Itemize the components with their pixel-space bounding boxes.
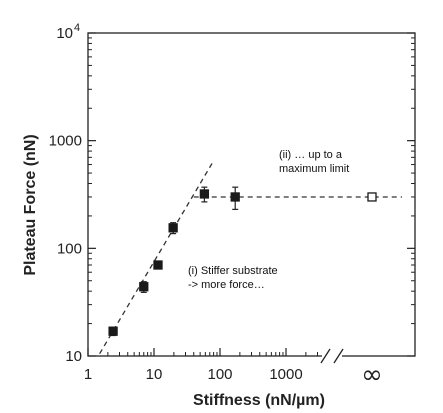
data-point xyxy=(199,189,210,199)
axis-break-slash xyxy=(320,348,331,364)
data-point xyxy=(153,260,163,270)
annotation-text: maximum limit xyxy=(279,163,349,175)
fit-line xyxy=(99,160,215,355)
data-point-open xyxy=(367,192,377,202)
data-point xyxy=(139,282,149,292)
plot-frame xyxy=(87,32,416,357)
x-tick-label-infinity: ∞ xyxy=(361,360,383,390)
annotation-text: (i) Stiffer substrate xyxy=(188,265,278,277)
axis-break-slash xyxy=(333,348,344,364)
x-tick-label: 1000 xyxy=(269,366,302,383)
x-axis-title: Stiffness (nN/µm) xyxy=(193,392,325,409)
y-tick-label: 10 xyxy=(65,348,82,365)
y-tick-label: 10 xyxy=(56,25,73,42)
annotation-text: (ii) … up to a xyxy=(279,149,343,161)
annotation-box xyxy=(183,260,297,298)
data-point xyxy=(230,192,240,202)
annotation-text: -> more force… xyxy=(188,279,265,291)
y-axis-title: Plateau Force (nN) xyxy=(22,134,39,275)
y-tick-label: 1000 xyxy=(49,133,82,150)
y-tick-label-exponent: 4 xyxy=(74,22,80,34)
x-tick-label: 1 xyxy=(84,366,92,383)
x-tick-label: 100 xyxy=(207,366,232,383)
y-tick-label: 100 xyxy=(57,240,82,257)
data-point xyxy=(168,223,178,233)
annotation-box xyxy=(274,144,366,184)
x-tick-label: 10 xyxy=(146,366,163,383)
data-point xyxy=(108,326,118,336)
x-axis-break xyxy=(320,348,344,364)
